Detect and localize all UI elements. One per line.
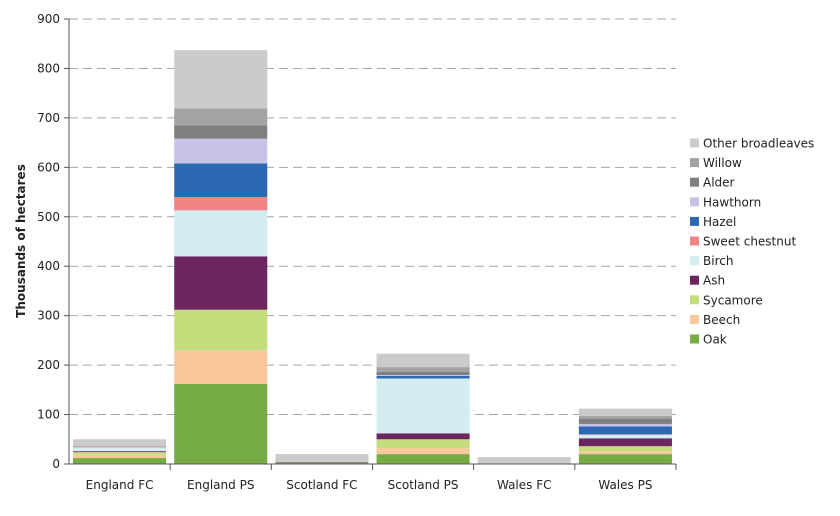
- legend: Other broadleaves Willow Alder Hawthorn Haze…: [690, 137, 814, 347]
- y-tick-label-600: 600: [37, 160, 60, 174]
- x-tick-label-england-ps: England PS: [187, 478, 254, 492]
- legend-label-other-broadleaves: Other broadleaves: [703, 137, 814, 151]
- bar-scotland-ps-beech: [376, 448, 470, 455]
- gridlines: [69, 18, 676, 416]
- bar-wales-ps-willow: [578, 416, 672, 420]
- bar-england-ps-ash: [174, 256, 268, 310]
- legend-swatch-other-broadleaves: [690, 138, 699, 148]
- y-tick-label-400: 400: [37, 259, 60, 273]
- bar-scotland-ps-sycamore: [376, 439, 470, 449]
- bar-england-ps-beech: [174, 350, 268, 384]
- x-tick-label-scotland-ps: Scotland PS: [388, 478, 459, 492]
- bar-scotland-ps-ash: [376, 433, 470, 440]
- legend-label-hazel: Hazel: [703, 215, 736, 229]
- legend-label-oak: Oak: [703, 333, 727, 347]
- legend-label-ash: Ash: [703, 274, 725, 288]
- bar-england-ps-sweet-chestnut: [174, 197, 268, 211]
- bar-england-fc-oak: [73, 458, 167, 464]
- y-tick-label-700: 700: [37, 111, 60, 125]
- legend-swatch-sweet-chestnut: [690, 236, 699, 246]
- y-tick-label-200: 200: [37, 358, 60, 372]
- legend-label-birch: Birch: [703, 254, 733, 268]
- bar-wales-ps-hazel: [578, 426, 672, 435]
- y-tick-label-300: 300: [37, 309, 60, 323]
- legend-swatch-birch: [690, 256, 699, 266]
- bar-england-ps-other-broadleaves: [174, 50, 268, 109]
- bar-wales-ps-birch: [578, 434, 672, 439]
- bar-wales-ps-ash: [578, 438, 672, 447]
- x-tick-label-england-fc: England FC: [86, 478, 154, 492]
- bar-england-fc-ash: [73, 451, 167, 453]
- legend-swatch-sycamore: [690, 295, 699, 305]
- legend-label-alder: Alder: [703, 176, 735, 190]
- bar-england-fc-other-broadleaves: [73, 439, 167, 446]
- bars: [73, 50, 672, 464]
- bar-scotland-ps-oak: [376, 454, 470, 464]
- bar-england-fc-birch: [73, 447, 167, 452]
- bar-england-ps-sycamore: [174, 309, 268, 351]
- bar-england-ps-hazel: [174, 163, 268, 197]
- legend-swatch-ash: [690, 275, 699, 285]
- bar-wales-ps-hawthorn: [578, 423, 672, 427]
- legend-swatch-hawthorn: [690, 197, 699, 207]
- y-axis-title: Thousands of hectares: [14, 164, 28, 318]
- bar-scotland-ps-other-broadleaves: [376, 353, 470, 368]
- y-tick-label-800: 800: [37, 61, 60, 75]
- bar-england-ps-willow: [174, 108, 268, 126]
- bar-england-fc-beech: [73, 454, 167, 459]
- legend-label-sweet-chestnut: Sweet chestnut: [703, 235, 796, 249]
- legend-label-hawthorn: Hawthorn: [703, 195, 761, 209]
- bar-england-ps-hawthorn: [174, 138, 268, 164]
- y-tick-label-500: 500: [37, 210, 60, 224]
- bar-scotland-ps-willow: [376, 367, 470, 373]
- legend-swatch-beech: [690, 314, 699, 324]
- y-tick-label-0: 0: [52, 457, 60, 471]
- bar-wales-ps-alder: [578, 419, 672, 424]
- legend-swatch-hazel: [690, 216, 699, 226]
- bar-scotland-ps-hazel: [376, 375, 470, 379]
- bar-england-fc-sycamore: [73, 452, 167, 455]
- legend-label-willow: Willow: [703, 156, 742, 170]
- bar-england-ps-birch: [174, 210, 268, 257]
- axes: 0 100 200 300 400 500 600 700 800 900 England FC En…: [37, 12, 677, 492]
- bar-scotland-fc-other-broadleaves: [275, 454, 369, 463]
- legend-swatch-oak: [690, 334, 699, 344]
- y-tick-label-900: 900: [37, 12, 60, 26]
- bar-wales-ps-other-broadleaves: [578, 408, 672, 417]
- bar-scotland-ps-birch: [376, 378, 470, 434]
- bar-england-ps-oak: [174, 383, 268, 464]
- bar-scotland-ps-hawthorn: [376, 375, 470, 376]
- legend-label-beech: Beech: [703, 313, 740, 327]
- x-tick-label-scotland-fc: Scotland FC: [286, 478, 357, 492]
- legend-label-sycamore: Sycamore: [703, 293, 763, 307]
- bar-wales-ps-oak: [578, 454, 672, 464]
- bar-england-ps-alder: [174, 125, 268, 139]
- bar-wales-ps-beech: [578, 451, 672, 455]
- x-tick-label-wales-ps: Wales PS: [598, 478, 652, 492]
- x-tick-label-wales-fc: Wales FC: [497, 478, 552, 492]
- bar-scotland-ps-alder: [376, 372, 470, 375]
- bar-wales-ps-sycamore: [578, 446, 672, 452]
- legend-swatch-willow: [690, 158, 699, 168]
- legend-swatch-alder: [690, 177, 699, 187]
- bar-wales-fc-other-broadleaves: [477, 457, 571, 464]
- y-tick-label-100: 100: [37, 408, 60, 422]
